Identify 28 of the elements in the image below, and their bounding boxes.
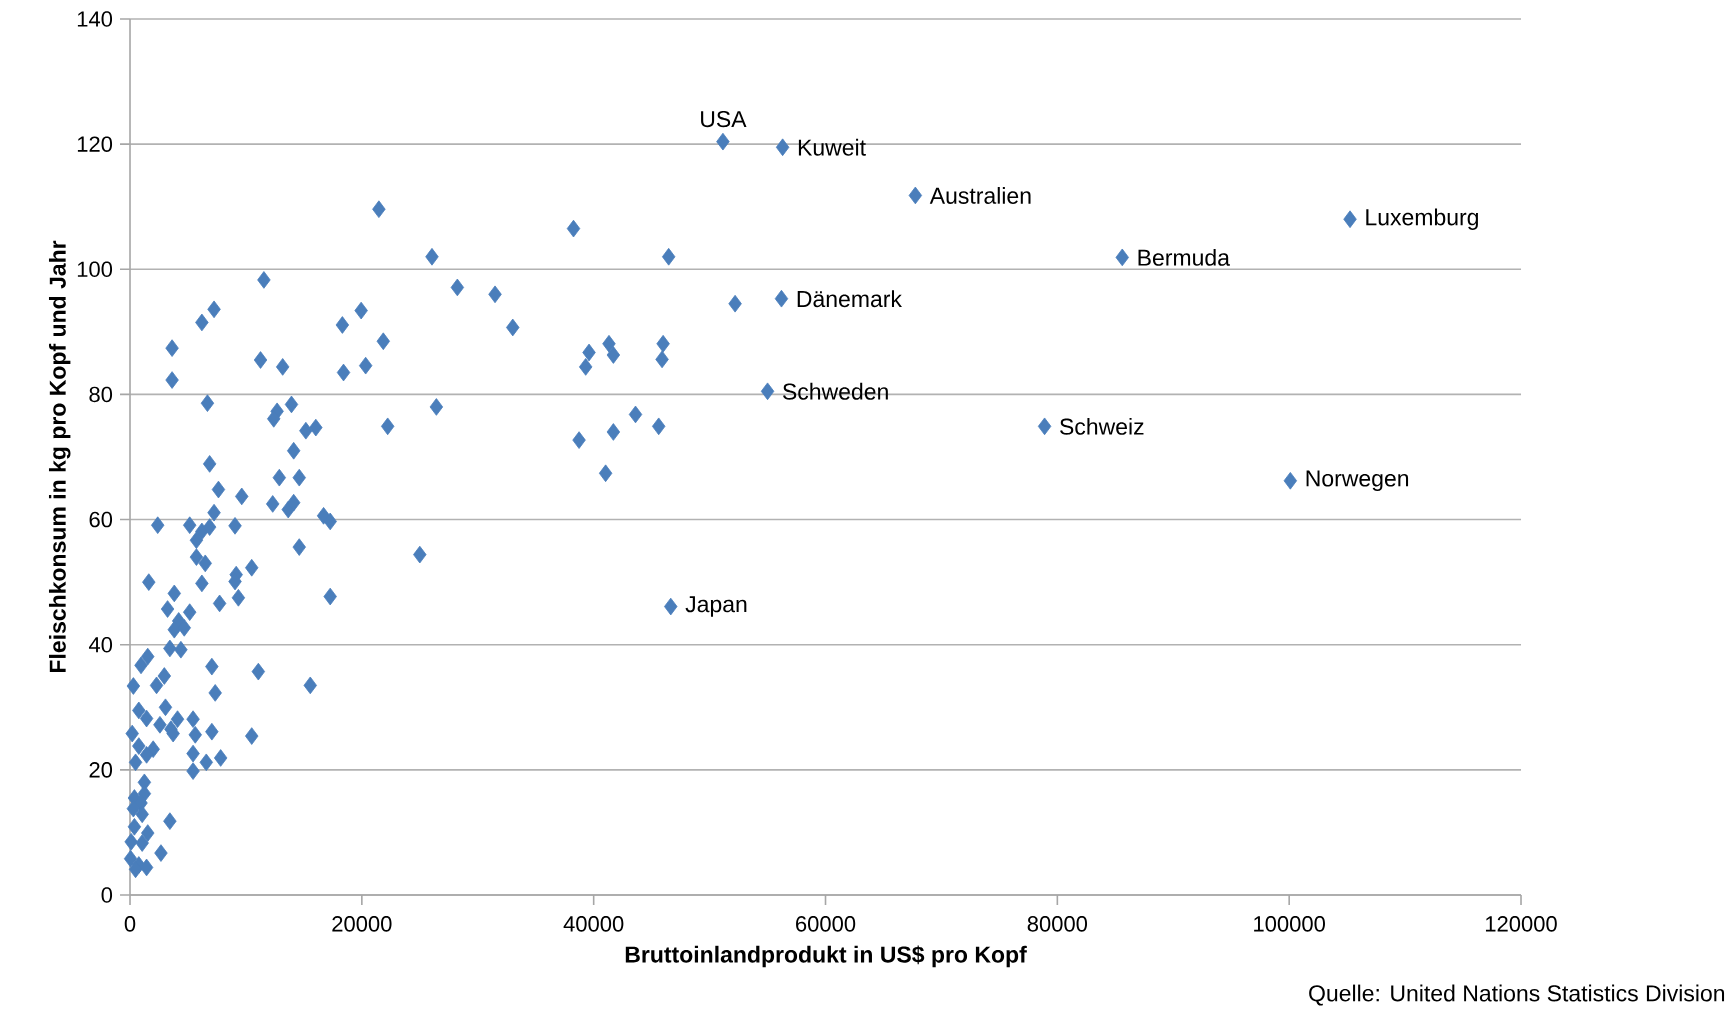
annotation: Dänemark xyxy=(797,290,902,308)
y-tick-label: 80 xyxy=(89,386,113,403)
annotation: Schweden xyxy=(782,382,888,400)
y-tick-label: 120 xyxy=(77,136,113,152)
y-tick-label: 40 xyxy=(88,636,113,653)
x-axis-title: Bruttoinlandprodukt in US$ pro Kopf xyxy=(625,945,1027,968)
x-tick-label: 0 xyxy=(124,916,136,932)
x-tick-label: 60000 xyxy=(796,916,856,932)
y-tick-label: 20 xyxy=(89,762,113,778)
x-tick-label: 80000 xyxy=(1027,916,1088,932)
annotation: Luxemburg xyxy=(1366,208,1478,230)
x-tick-label: 100000 xyxy=(1254,916,1325,932)
annotation: Kuweit xyxy=(798,138,866,156)
y-axis-title: Fleischkonsum in kg pro Kopf und Jahr xyxy=(48,240,71,673)
y-tick-label: 100 xyxy=(77,261,113,278)
x-tick-label: 20000 xyxy=(332,916,392,932)
annotation: Japan xyxy=(685,596,747,617)
y-tick-label: 140 xyxy=(77,11,113,27)
annotation: Schweiz xyxy=(1060,417,1144,435)
x-tick-label: 40000 xyxy=(563,916,624,932)
annotation: Australien xyxy=(929,187,1031,204)
annotation: Norwegen xyxy=(1306,470,1409,492)
x-tick-label: 120000 xyxy=(1485,916,1557,932)
annotation: USA xyxy=(701,110,747,128)
y-tick-label: 60 xyxy=(89,511,113,528)
annotation: Bermuda xyxy=(1138,248,1230,266)
y-tick-label: 0 xyxy=(101,887,113,903)
source-note: Quelle: United Nations Statistics Division xyxy=(1309,984,1725,1006)
